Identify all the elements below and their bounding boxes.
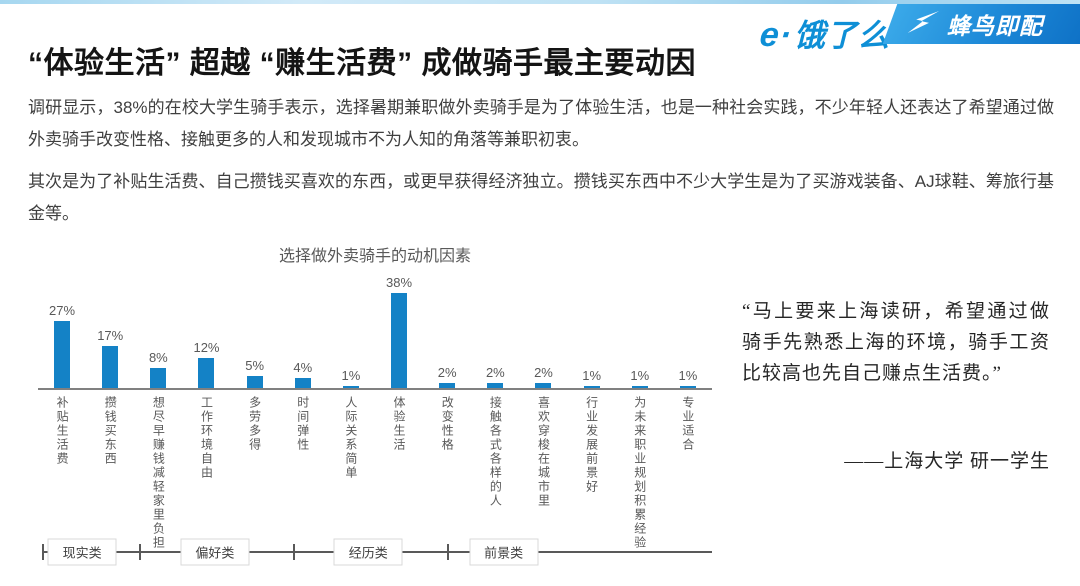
top-accent-bar <box>0 0 1080 4</box>
bracket-group-label: 前景类 <box>469 538 539 566</box>
intro-paragraph-2: 其次是为了补贴生活费、自己攒钱买喜欢的东西，或更早获得经济独立。攒钱买东西中不少… <box>28 172 1054 223</box>
bar-column: 5% <box>231 357 279 388</box>
bar <box>150 368 167 388</box>
bracket-group-label: 现实类 <box>47 538 117 566</box>
bar-column: 27% <box>38 302 86 388</box>
bracket-tick <box>139 544 142 560</box>
x-label: 工作环境自由 <box>199 396 214 480</box>
bar <box>198 358 215 388</box>
bar-column: 1% <box>327 367 375 388</box>
bar-value-label: 27% <box>49 302 76 318</box>
bar-value-label: 1% <box>341 367 361 383</box>
chart-title: 选择做外卖骑手的动机因素 <box>278 248 471 265</box>
bar-value-label: 12% <box>193 340 220 355</box>
bar-column: 8% <box>134 350 182 388</box>
x-label: 攒钱买东西 <box>103 396 118 466</box>
x-label: 接触各式各样的人 <box>488 396 503 508</box>
bar <box>487 383 504 388</box>
bar <box>535 383 552 388</box>
bracket-group-label: 经历类 <box>333 538 403 566</box>
bar <box>246 375 263 388</box>
chart-plot: 27% 17% 8% 12% 5% 4% 1% 38% 2% 2% 2% 1% 1% 1% <box>38 272 712 390</box>
bracket-tick <box>447 544 450 560</box>
eleme-logo-text: 饿了么 <box>794 18 890 53</box>
bar <box>679 385 696 388</box>
x-label: 时间弹性 <box>295 396 310 452</box>
quote-text: “马上要来上海读研，希望通过做骑手先熟悉上海的环境，骑手工资比较高也先自己赚点生… <box>742 301 1050 384</box>
x-label: 行业发展前景好 <box>584 396 599 494</box>
bar-value-label: 1% <box>630 367 650 383</box>
x-label: 专业适合 <box>680 396 695 452</box>
bar-value-label: 4% <box>293 360 313 375</box>
bar-value-label: 38% <box>386 275 413 290</box>
bar-column: 38% <box>375 275 423 388</box>
bar-value-label: 2% <box>485 365 505 380</box>
x-label: 喜欢穿梭在城市里 <box>536 396 551 508</box>
fengniao-logo-text: 蜂鸟即配 <box>947 13 1043 39</box>
bar-column: 12% <box>182 340 230 388</box>
bar-column: 2% <box>423 365 471 388</box>
bracket-tick <box>293 544 296 560</box>
x-label: 为未来职业规划积累经验 <box>632 396 647 550</box>
bar-value-label: 5% <box>245 357 265 373</box>
x-label: 想尽早赚钱减轻家里负担 <box>151 396 166 550</box>
bar <box>54 320 71 388</box>
bar <box>631 385 648 388</box>
fengniao-banner: 蜂鸟即配 <box>882 4 1080 44</box>
x-label: 改变性格 <box>440 396 455 452</box>
bar-value-label: 1% <box>678 367 698 383</box>
bar-value-label: 17% <box>97 327 124 343</box>
bracket-group-label: 偏好类 <box>180 538 250 566</box>
bar-column: 17% <box>86 327 134 388</box>
bar-column: 1% <box>616 367 664 388</box>
x-label: 补贴生活费 <box>55 396 70 466</box>
bracket-tick <box>42 544 44 560</box>
x-axis-labels: 补贴生活费 攒钱买东西 想尽早赚钱减轻家里负担 工作环境自由 多劳多得 时间弹性 人际关系简… <box>38 396 712 550</box>
bar <box>391 293 408 388</box>
bar <box>342 385 359 388</box>
bar-column: 1% <box>568 367 616 388</box>
eleme-logo: e·饿了么 <box>758 10 890 55</box>
intro-paragraph-1: 调研显示，38%的在校大学生骑手表示，选择暑期兼职做外卖骑手是为了体验生活，也是… <box>28 98 1054 149</box>
bar-value-label: 2% <box>534 365 553 380</box>
bar <box>102 345 119 388</box>
bar-column: 1% <box>664 367 712 388</box>
bar-column: 2% <box>471 365 519 388</box>
bar-value-label: 2% <box>437 365 457 380</box>
bar-value-label: 8% <box>148 350 168 365</box>
bar <box>583 385 600 388</box>
x-label: 人际关系简单 <box>343 396 358 480</box>
quote-attribution: ——上海大学 研一学生 <box>844 451 1050 472</box>
page-title: “体验生活” 超越 “赚生活费” 成做骑手最主要动因 <box>28 47 697 80</box>
x-label: 多劳多得 <box>247 396 262 452</box>
bar-value-label: 1% <box>582 367 602 383</box>
bar <box>439 383 456 388</box>
bar-column: 2% <box>519 365 567 388</box>
category-bracket: 现实类 偏好类 经历类 前景类 <box>42 538 712 566</box>
bird-icon <box>906 9 940 40</box>
chart: 选择做外卖骑手的动机因素 27% 17% 8% 12% 5% 4% 1% 38% 2% 2% 2% 1… <box>30 242 720 550</box>
bar <box>294 378 311 388</box>
bar-column: 4% <box>279 360 327 388</box>
x-label: 体验生活 <box>392 396 407 452</box>
